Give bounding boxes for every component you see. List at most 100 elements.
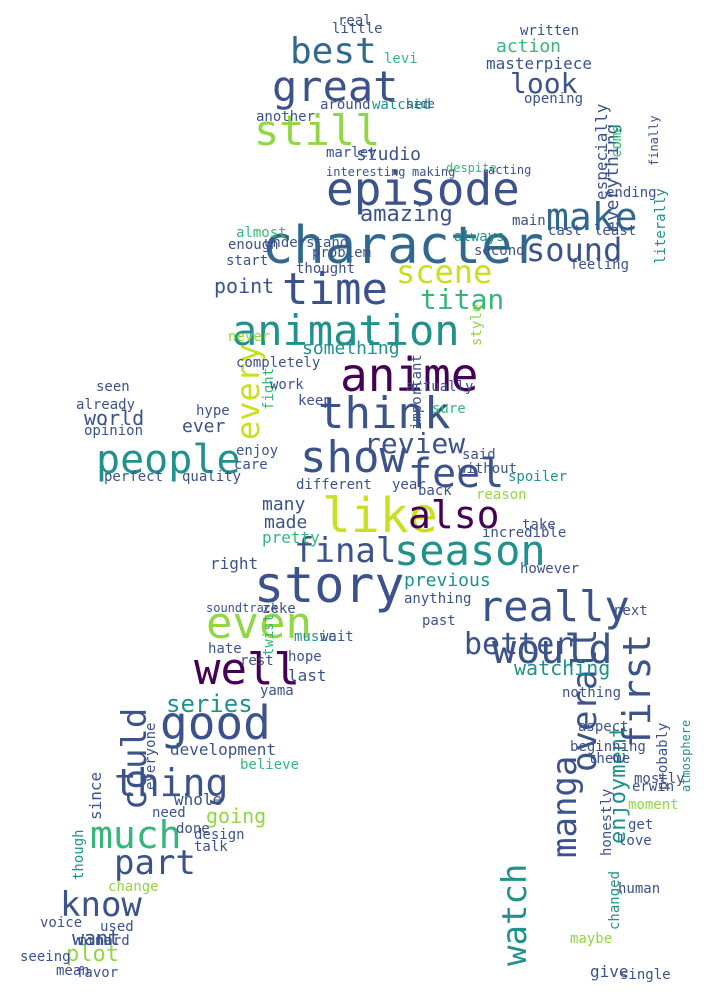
cloud-word: year: [392, 477, 426, 493]
cloud-word: important: [409, 354, 425, 430]
cloud-word: little: [332, 21, 383, 37]
cloud-word: would: [492, 627, 613, 673]
cloud-word: cast: [548, 223, 582, 239]
cloud-word: already: [76, 397, 136, 413]
cloud-word: need: [152, 805, 186, 821]
cloud-word: care: [234, 457, 268, 473]
cloud-word: anime: [340, 348, 479, 402]
cloud-word: feel: [408, 451, 505, 497]
cloud-word: review: [364, 427, 466, 460]
cloud-word: least: [594, 223, 637, 239]
cloud-word: always: [454, 229, 505, 245]
cloud-word: manga: [545, 755, 585, 858]
cloud-word: thought: [296, 261, 356, 277]
cloud-word: despite: [446, 161, 497, 175]
cloud-word: yama: [260, 683, 294, 699]
cloud-word: world: [84, 406, 145, 430]
cloud-word: though: [71, 829, 87, 880]
cloud-word: completely: [236, 355, 321, 371]
cloud-word: almost: [236, 225, 287, 241]
cloud-word: main: [512, 213, 546, 229]
cloud-word: twist: [261, 613, 277, 656]
cloud-word: honestly: [599, 788, 615, 856]
cloud-word: past: [422, 613, 456, 629]
cloud-word: moment: [628, 797, 679, 813]
cloud-word: right: [210, 554, 259, 573]
cloud-word: hype: [196, 403, 230, 419]
cloud-word: people: [96, 437, 241, 483]
cloud-word: enough: [228, 237, 279, 253]
cloud-word: ever: [182, 416, 226, 437]
cloud-word: show: [300, 432, 406, 483]
cloud-word: watching: [514, 656, 611, 680]
cloud-word: work: [270, 377, 304, 393]
cloud-word: especially: [592, 103, 611, 200]
cloud-word: erwin: [632, 779, 675, 795]
cloud-word: point: [214, 274, 275, 298]
cloud-word: sound: [526, 231, 623, 269]
cloud-word: levi: [384, 51, 418, 67]
cloud-word: opening: [524, 91, 584, 107]
cloud-word: scene: [396, 253, 493, 291]
cloud-word: want: [72, 926, 121, 950]
cloud-word: seeing: [20, 949, 71, 965]
cloud-word: human: [618, 881, 661, 897]
cloud-word: season: [394, 526, 546, 575]
cloud-word: understand: [264, 235, 349, 251]
cloud-word: aspect: [578, 719, 629, 735]
cloud-word: talk: [194, 839, 228, 855]
cloud-word: time: [282, 264, 388, 315]
cloud-word: literally: [653, 188, 669, 264]
cloud-word: get: [628, 817, 654, 833]
cloud-word: whole: [174, 790, 223, 809]
cloud-word: episode: [326, 162, 520, 216]
cloud-word: favor: [76, 965, 119, 981]
cloud-word: pretty: [262, 528, 320, 547]
cloud-word: mostly: [634, 771, 685, 787]
cloud-word: real: [338, 13, 372, 29]
cloud-word: acting: [488, 163, 532, 177]
cloud-word: feeling: [570, 257, 630, 273]
cloud-word: ending: [606, 185, 657, 201]
cloud-word: music: [294, 629, 337, 645]
cloud-word: hope: [288, 649, 322, 665]
cloud-word: seen: [96, 379, 130, 395]
cloud-word: since: [86, 771, 105, 820]
cloud-word: anything: [404, 591, 472, 607]
cloud-word: something: [302, 338, 400, 359]
cloud-word: good: [160, 696, 271, 750]
cloud-word: know: [60, 885, 142, 925]
cloud-word: quality: [182, 469, 242, 485]
cloud-word: problem: [312, 245, 372, 261]
cloud-word: zeke: [262, 601, 296, 617]
cloud-word: thing: [114, 761, 229, 805]
cloud-word: still: [254, 106, 381, 155]
cloud-word: used: [100, 919, 134, 935]
cloud-word: plot: [66, 942, 119, 967]
cloud-word: next: [614, 603, 648, 619]
cloud-word: incredible: [482, 525, 567, 541]
cloud-word: voice: [40, 915, 83, 931]
cloud-word: soundtrack: [206, 601, 279, 615]
cloud-word: changed: [607, 870, 623, 930]
cloud-word: reason: [476, 487, 527, 503]
cloud-word: without: [458, 461, 518, 477]
cloud-word: story: [254, 556, 405, 614]
cloud-word: love: [618, 833, 652, 849]
cloud-word: making: [412, 165, 456, 179]
cloud-word: start: [226, 253, 269, 269]
cloud-word: spoiler: [508, 469, 568, 485]
cloud-word: actually: [406, 379, 474, 395]
cloud-word: take: [522, 517, 556, 533]
cloud-word: perfect: [104, 469, 164, 485]
cloud-word: last: [288, 666, 327, 685]
cloud-word: rest: [240, 653, 274, 669]
cloud-word: action: [496, 36, 562, 57]
cloud-word: previous: [404, 570, 491, 591]
cloud-word: think: [318, 388, 451, 439]
cloud-word: hate: [208, 641, 242, 657]
cloud-word: amazing: [360, 202, 453, 227]
cloud-word: mind: [78, 933, 112, 949]
cloud-word: design: [194, 827, 245, 843]
